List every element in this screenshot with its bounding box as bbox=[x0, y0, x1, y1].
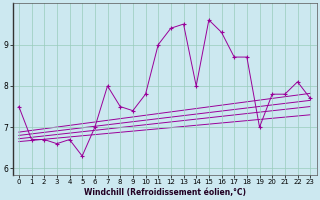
X-axis label: Windchill (Refroidissement éolien,°C): Windchill (Refroidissement éolien,°C) bbox=[84, 188, 245, 197]
